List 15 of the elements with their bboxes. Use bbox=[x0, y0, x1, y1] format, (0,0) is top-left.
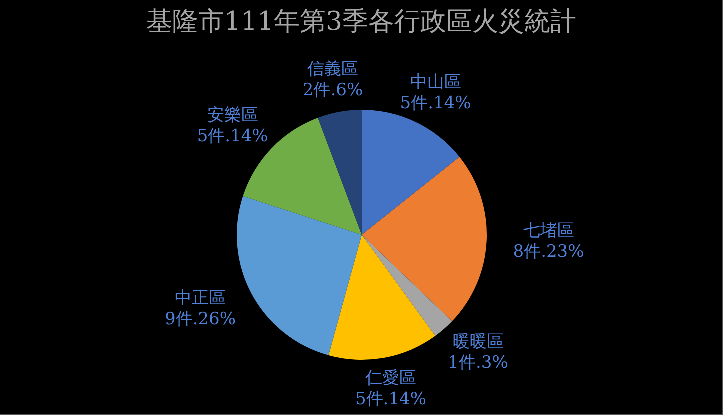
data-label: 8件.23% bbox=[513, 242, 584, 262]
data-label: 5件.14% bbox=[355, 389, 426, 410]
slice-label: 七堵區 bbox=[523, 221, 574, 242]
data-label: 9件.26% bbox=[164, 309, 236, 330]
chart-title: 基隆市111年第3季各行政區火災統計 bbox=[146, 7, 577, 37]
data-label: 5件.14% bbox=[400, 94, 472, 114]
slice-label: 仁愛區 bbox=[364, 368, 416, 388]
data-label: 2件.6% bbox=[302, 80, 364, 101]
data-label: 5件.14% bbox=[197, 126, 268, 147]
slice-label: 中正區 bbox=[174, 288, 226, 308]
slice-label: 信義區 bbox=[308, 60, 359, 80]
slice-label: 暖暖區 bbox=[452, 332, 504, 352]
slice-label: 安樂區 bbox=[207, 106, 258, 126]
slice-label: 中山區 bbox=[410, 72, 462, 93]
data-label: 1件.3% bbox=[448, 353, 508, 374]
